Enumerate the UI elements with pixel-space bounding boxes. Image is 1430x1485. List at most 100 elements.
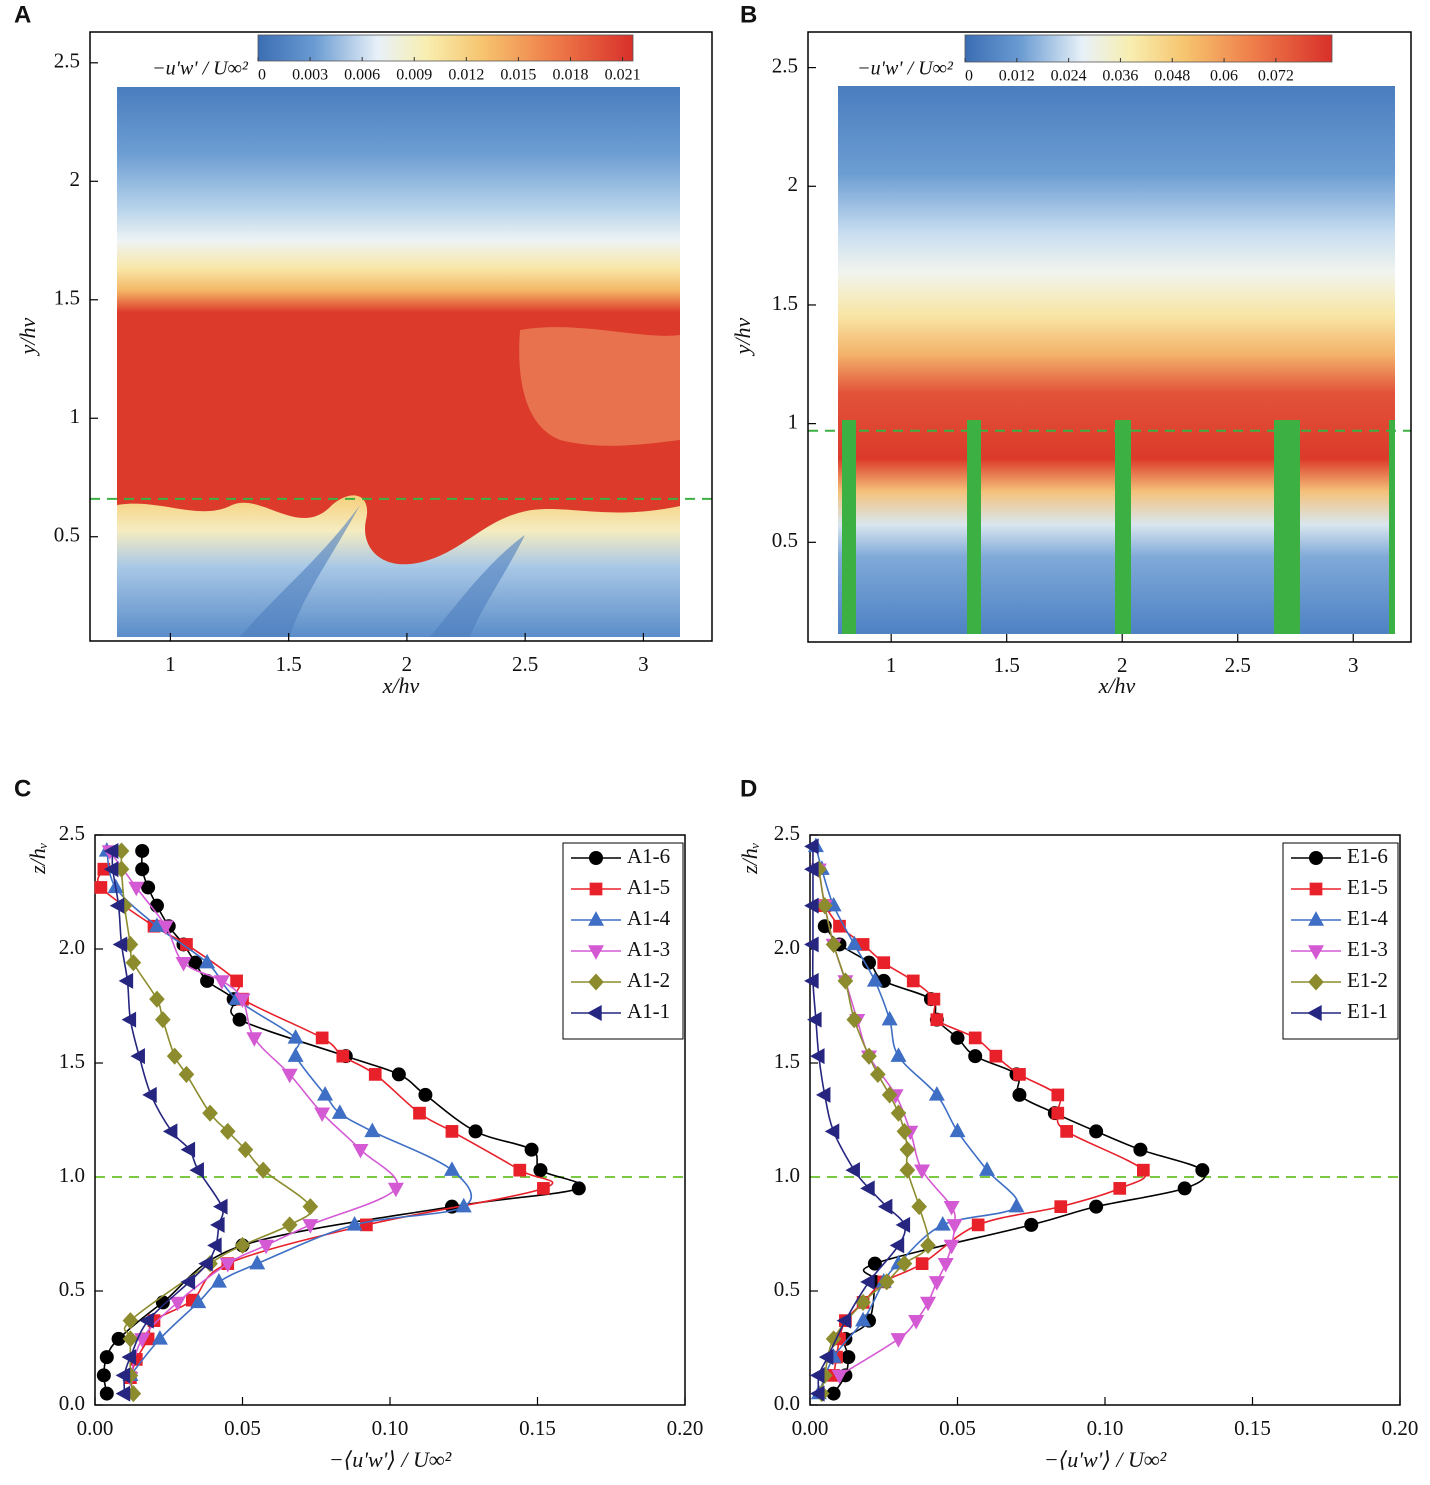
marker <box>115 1385 131 1402</box>
marker <box>1089 1124 1104 1139</box>
marker <box>1133 1142 1148 1157</box>
plot-frame <box>809 834 1401 1406</box>
marker <box>943 1239 960 1255</box>
marker <box>258 1239 275 1255</box>
legend-label: A1-3 <box>627 937 670 961</box>
x-tick-label: 3 <box>638 652 649 676</box>
marker <box>103 861 119 878</box>
marker <box>908 1314 925 1330</box>
marker <box>455 1197 472 1213</box>
marker <box>180 938 193 951</box>
x-tick-label: 0.20 <box>667 1416 704 1440</box>
marker <box>1060 1125 1074 1138</box>
marker <box>162 1123 178 1140</box>
marker <box>128 881 145 897</box>
y-tick-label: 2 <box>788 172 799 196</box>
marker <box>846 935 863 951</box>
marker <box>352 1143 369 1159</box>
y-tick-label: 0.0 <box>59 1391 85 1415</box>
x-tick-label: 0.00 <box>77 1416 114 1440</box>
marker <box>287 1047 304 1062</box>
marker <box>824 1123 840 1140</box>
series-markers <box>103 842 228 1402</box>
y-tick-label: 0.5 <box>54 523 80 547</box>
marker <box>121 1011 137 1028</box>
marker <box>96 1368 111 1383</box>
y-axis-label: z/hᵥ <box>25 842 50 875</box>
y-tick-label: 0.5 <box>59 1277 85 1301</box>
marker <box>928 1086 945 1101</box>
x-tick-label: 3 <box>1348 653 1359 677</box>
marker <box>346 1216 363 1231</box>
colorbar-label: −u'w' / U∞² <box>152 58 249 80</box>
marker <box>178 1065 195 1083</box>
marker <box>881 1010 898 1026</box>
marker <box>1137 1163 1150 1177</box>
marker <box>360 1218 373 1232</box>
marker <box>180 1273 196 1290</box>
marker <box>943 1200 960 1216</box>
marker <box>979 1161 995 1176</box>
marker <box>818 1349 834 1366</box>
colorbar-tick-label: 0.072 <box>1258 68 1294 85</box>
field-a <box>117 87 680 637</box>
legend-label: A1-4 <box>627 906 671 930</box>
marker <box>825 935 842 953</box>
marker <box>103 842 119 859</box>
marker <box>927 992 941 1006</box>
marker <box>845 1162 860 1179</box>
marker <box>855 1311 872 1327</box>
marker <box>281 1216 298 1234</box>
colorbar-tick-label: 0.012 <box>448 67 484 84</box>
marker <box>816 897 833 915</box>
colorbar-tick-label: 0.06 <box>1210 68 1238 85</box>
series-line <box>815 846 1019 1394</box>
series-markers <box>96 843 586 1401</box>
marker <box>135 862 150 877</box>
marker <box>860 1273 875 1290</box>
marker <box>1051 1106 1065 1120</box>
marker <box>804 838 819 855</box>
marker <box>112 936 128 953</box>
marker <box>255 1161 271 1179</box>
y-tick-label: 0.5 <box>772 528 798 552</box>
plot-frame <box>807 31 1412 643</box>
marker <box>837 972 854 990</box>
marker <box>928 1276 945 1291</box>
marker <box>930 1013 944 1027</box>
marker <box>1051 1088 1065 1102</box>
marker <box>914 1164 931 1179</box>
marker <box>524 1142 539 1157</box>
marker <box>989 1049 1003 1063</box>
marker <box>190 1293 207 1309</box>
marker <box>807 1011 822 1028</box>
marker <box>1024 1217 1039 1232</box>
colorbar-tick-label: 0.021 <box>605 67 641 84</box>
marker <box>810 1385 825 1402</box>
colorbar-tick-label: 0.012 <box>999 68 1035 85</box>
x-tick-label: 0.05 <box>939 1416 976 1440</box>
marker <box>810 1048 825 1065</box>
marker <box>210 1216 225 1233</box>
x-tick-label: 2 <box>1117 653 1128 677</box>
y-tick-label: 1.0 <box>774 1163 800 1187</box>
marker <box>810 1367 825 1384</box>
marker <box>950 1030 965 1045</box>
marker <box>234 1236 251 1254</box>
x-tick-label: 0.20 <box>1382 1416 1419 1440</box>
marker <box>934 1216 951 1231</box>
marker <box>169 1296 186 1312</box>
marker <box>368 1068 382 1081</box>
marker <box>1195 1163 1210 1178</box>
marker <box>937 1257 954 1273</box>
marker <box>122 1312 139 1330</box>
legend-marker <box>589 851 603 865</box>
marker <box>166 1047 183 1065</box>
marker <box>317 1086 334 1101</box>
marker <box>860 1180 875 1197</box>
marker <box>213 975 230 990</box>
marker <box>1177 1181 1192 1196</box>
marker <box>468 1124 483 1139</box>
marker <box>207 1237 222 1254</box>
marker <box>804 972 819 989</box>
